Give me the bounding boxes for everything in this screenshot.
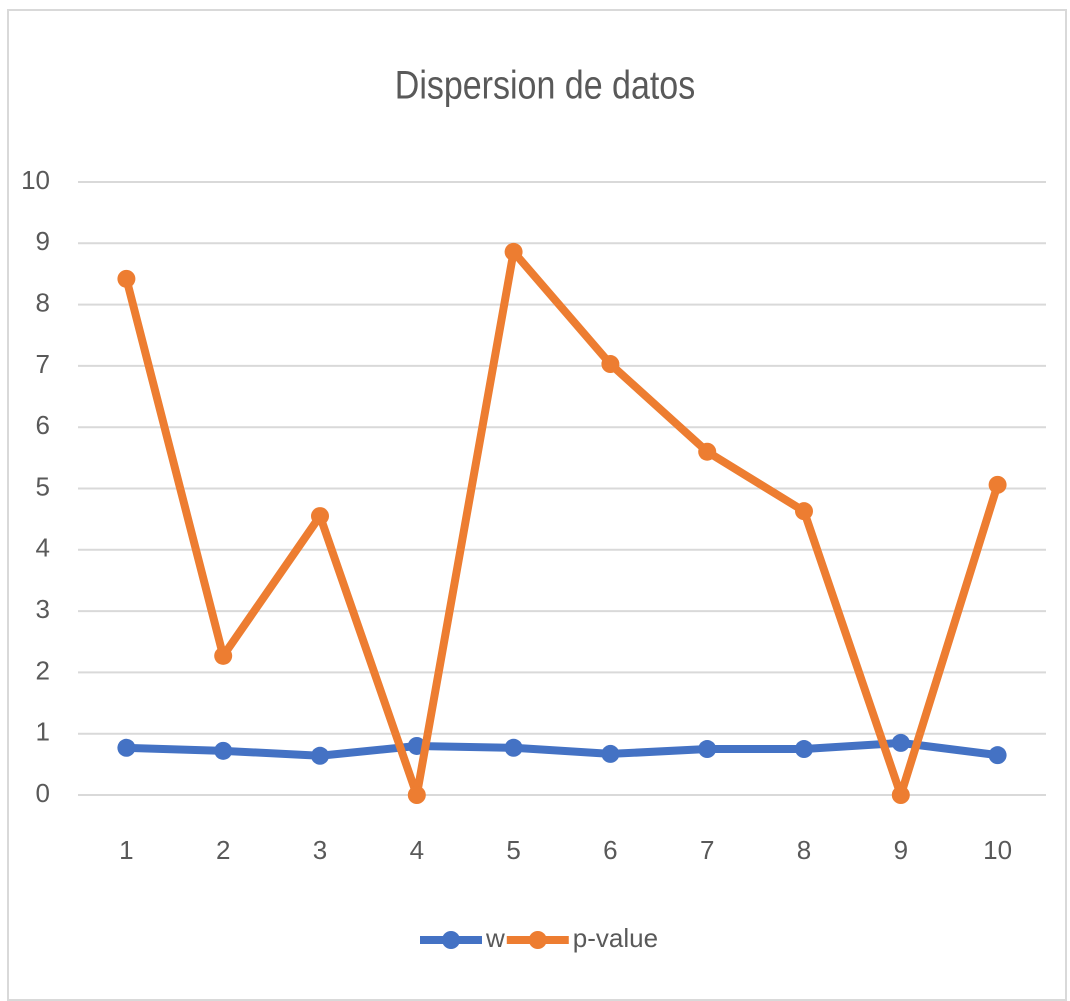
marker [988,746,1007,765]
y-tick-label: 4 [36,533,50,563]
x-tick-label: 9 [894,835,908,865]
y-tick-label: 5 [36,471,50,501]
y-tick-label: 2 [36,655,50,685]
x-tick-label: 10 [983,835,1012,865]
x-tick-label: 7 [700,835,714,865]
series-line [126,738,999,760]
marker [601,355,620,374]
marker [214,741,233,760]
marker [504,738,523,757]
y-tick-label: 3 [36,594,50,624]
marker [891,733,910,752]
marker [891,786,910,804]
chart-title: Dispersion de datos [395,62,695,107]
y-tick-label: 0 [36,778,50,808]
marker [117,269,136,288]
y-tick-label: 6 [36,410,50,440]
x-tick-label: 8 [797,835,811,865]
marker [698,740,717,759]
x-tick-label: 5 [506,835,520,865]
marker [698,442,717,461]
marker [214,646,233,665]
marker [311,746,329,765]
legend-marker [442,931,460,949]
marker [117,738,136,757]
legend-label: p-value [573,923,658,953]
y-tick-label: 7 [36,349,50,379]
legend-label: w [485,923,505,953]
legend-item: p-value [506,923,658,953]
marker [504,242,523,261]
y-tick-label: 1 [36,717,50,747]
marker [988,475,1007,494]
y-tick-label: 10 [21,165,50,195]
series-line [122,247,1002,799]
marker [601,744,620,763]
legend-item: w [420,923,505,953]
marker [795,740,813,759]
x-tick-label: 1 [119,835,133,865]
marker [311,507,329,526]
legend-marker [528,931,547,949]
x-tick-label: 6 [603,835,617,865]
x-tick-label: 4 [410,835,424,865]
marker [795,502,813,521]
y-tick-label: 8 [36,287,50,317]
x-tick-label: 3 [313,835,327,865]
x-tick-label: 2 [216,835,230,865]
y-tick-label: 9 [36,226,50,256]
marker [407,786,426,804]
